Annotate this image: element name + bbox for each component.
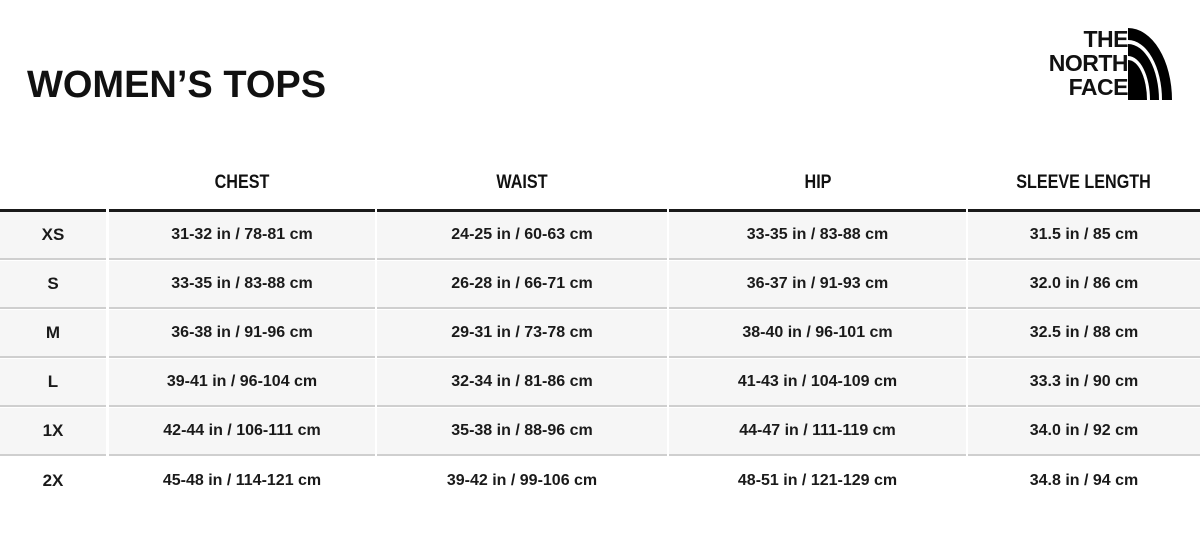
cell-waist: 29-31 in / 73-78 cm	[377, 310, 667, 358]
cell-hip: 33-35 in / 83-88 cm	[669, 212, 966, 260]
cell-sleeve-length: 33.3 in / 90 cm	[968, 359, 1200, 407]
cell-hip: 44-47 in / 111-119 cm	[669, 408, 966, 456]
table-row: 2X 45-48 in / 114-121 cm 39-42 in / 99-106…	[0, 457, 1200, 505]
cell-sleeve-length: 34.8 in / 94 cm	[968, 457, 1200, 505]
cell-chest: 39-41 in / 96-104 cm	[109, 359, 375, 407]
cell-sleeve-length: 32.5 in / 88 cm	[968, 310, 1200, 358]
half-dome-icon	[1128, 28, 1172, 100]
cell-size: 2X	[0, 457, 106, 505]
column-header-waist: WAIST	[496, 172, 548, 193]
column-header-chest: CHEST	[214, 172, 270, 193]
cell-waist: 32-34 in / 81-86 cm	[377, 359, 667, 407]
cell-waist: 26-28 in / 66-71 cm	[377, 261, 667, 309]
logo-line: NORTH	[1048, 50, 1129, 76]
cell-sleeve-length: 31.5 in / 85 cm	[968, 212, 1200, 260]
cell-size: S	[0, 261, 106, 309]
table-row: M 36-38 in / 91-96 cm 29-31 in / 73-78 cm 3…	[0, 310, 1200, 358]
cell-size: M	[0, 310, 106, 358]
column-header-sleeve-length: SLEEVE LENGTH	[1016, 172, 1151, 193]
table-row: S 33-35 in / 83-88 cm 26-28 in / 66-71 cm 3…	[0, 261, 1200, 309]
cell-chest: 36-38 in / 91-96 cm	[109, 310, 375, 358]
header-divider	[377, 209, 667, 212]
cell-size: 1X	[0, 408, 106, 456]
cell-hip: 41-43 in / 104-109 cm	[669, 359, 966, 407]
column-header-hip: HIP	[804, 172, 832, 193]
logo-line: THE	[1083, 26, 1129, 52]
cell-waist: 35-38 in / 88-96 cm	[377, 408, 667, 456]
cell-sleeve-length: 32.0 in / 86 cm	[968, 261, 1200, 309]
logo-line: FACE	[1068, 74, 1129, 100]
the-north-face-logo: THE NORTH FACE	[1014, 28, 1172, 100]
cell-hip: 48-51 in / 121-129 cm	[669, 457, 966, 505]
table-row: XS 31-32 in / 78-81 cm 24-25 in / 60-63 cm…	[0, 212, 1200, 260]
cell-waist: 39-42 in / 99-106 cm	[377, 457, 667, 505]
cell-sleeve-length: 34.0 in / 92 cm	[968, 408, 1200, 456]
header-divider	[968, 209, 1200, 212]
page-title: WOMEN’S TOPS	[27, 64, 327, 106]
header-divider	[669, 209, 966, 212]
header-divider	[109, 209, 375, 212]
table-row: L 39-41 in / 96-104 cm 32-34 in / 81-86 cm…	[0, 359, 1200, 407]
cell-waist: 24-25 in / 60-63 cm	[377, 212, 667, 260]
table-row: 1X 42-44 in / 106-111 cm 35-38 in / 88-96 …	[0, 408, 1200, 456]
cell-hip: 36-37 in / 91-93 cm	[669, 261, 966, 309]
cell-chest: 33-35 in / 83-88 cm	[109, 261, 375, 309]
cell-size: XS	[0, 212, 106, 260]
cell-size: L	[0, 359, 106, 407]
cell-hip: 38-40 in / 96-101 cm	[669, 310, 966, 358]
cell-chest: 42-44 in / 106-111 cm	[109, 408, 375, 456]
header-divider	[0, 209, 106, 212]
cell-chest: 31-32 in / 78-81 cm	[109, 212, 375, 260]
cell-chest: 45-48 in / 114-121 cm	[109, 457, 375, 505]
